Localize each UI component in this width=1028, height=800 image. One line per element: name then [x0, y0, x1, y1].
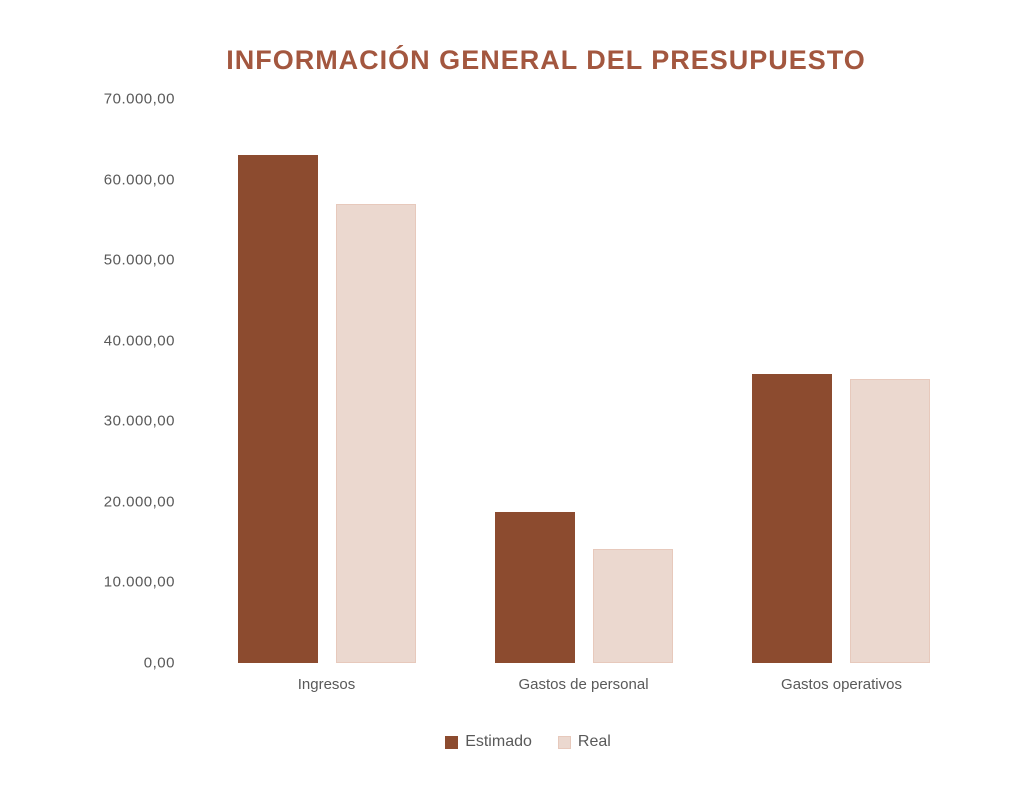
- category-label: Gastos operativos: [781, 676, 902, 693]
- bar-estimado-2: [495, 512, 575, 663]
- chart-title: INFORMACIÓN GENERAL DEL PRESUPUESTO: [226, 45, 866, 75]
- category-label: Gastos de personal: [518, 676, 649, 693]
- legend-swatch-icon: [557, 735, 571, 749]
- y-tick-label: 0,00: [143, 654, 175, 672]
- legend-label: Estimado: [465, 733, 532, 750]
- legend-item-estimado: Estimado: [445, 733, 532, 751]
- legend-swatch-icon: [445, 735, 459, 749]
- y-tick-label: 40.000,00: [103, 332, 175, 350]
- y-tick-label: 60.000,00: [103, 171, 175, 189]
- bar-real-2: [593, 549, 673, 663]
- bar-estimado-3: [752, 374, 832, 663]
- y-tick-label: 20.000,00: [103, 493, 175, 511]
- legend-item-real: Real: [557, 733, 611, 751]
- bar-estimado-1: [238, 155, 318, 663]
- bar-real-3: [850, 379, 930, 663]
- legend-label: Real: [577, 733, 611, 750]
- y-tick-label: 50.000,00: [103, 251, 175, 269]
- category-label: Ingresos: [297, 676, 356, 693]
- bar-real-1: [336, 204, 416, 663]
- y-tick-label: 70.000,00: [103, 90, 175, 108]
- y-tick-label: 30.000,00: [103, 412, 175, 430]
- y-tick-label: 10.000,00: [103, 573, 175, 591]
- legend: Estimado Real: [14, 733, 1028, 751]
